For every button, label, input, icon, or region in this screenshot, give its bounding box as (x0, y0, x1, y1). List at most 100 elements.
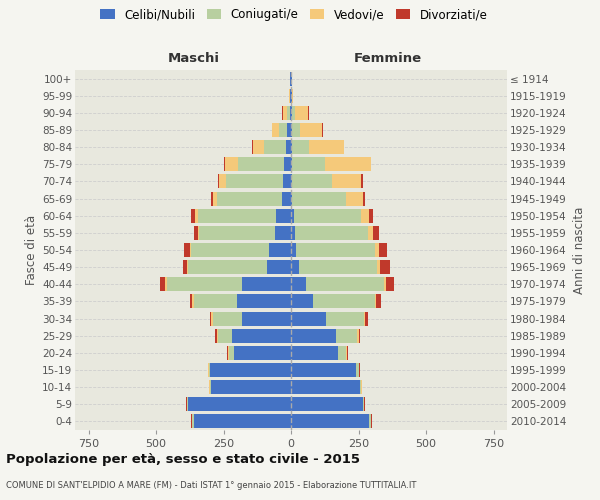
Bar (291, 346, 338, 360)
Bar (291, 328, 335, 342)
Bar (292, 192, 346, 205)
Bar (292, 174, 331, 188)
Bar (292, 158, 325, 172)
Bar (361, 208, 370, 222)
Bar (374, 243, 379, 257)
Bar (295, 226, 368, 240)
Bar (360, 380, 361, 394)
Bar (226, 174, 283, 188)
Legend: Celibi/Nubili, Coniugati/e, Vedovi/e, Divorziati/e: Celibi/Nubili, Coniugati/e, Vedovi/e, Di… (95, 4, 493, 26)
Bar (237, 294, 291, 308)
Bar (235, 346, 291, 360)
Bar (362, 192, 365, 205)
Bar (194, 414, 291, 428)
Bar (291, 158, 292, 172)
Bar (211, 312, 212, 326)
Bar (331, 174, 361, 188)
Bar (275, 226, 291, 240)
Bar (347, 346, 348, 360)
Bar (190, 243, 191, 257)
Bar (287, 106, 290, 120)
Bar (229, 346, 235, 360)
Bar (198, 226, 199, 240)
Text: Femmine: Femmine (354, 52, 422, 65)
Bar (218, 174, 220, 188)
Bar (287, 123, 291, 137)
Bar (379, 243, 387, 257)
Bar (272, 123, 279, 137)
Bar (306, 278, 384, 291)
Bar (217, 192, 281, 205)
Bar (325, 158, 371, 172)
Bar (166, 278, 167, 291)
Bar (291, 260, 299, 274)
Bar (292, 140, 308, 154)
Text: Popolazione per età, sesso e stato civile - 2015: Popolazione per età, sesso e stato civil… (6, 452, 360, 466)
Bar (242, 312, 291, 326)
Bar (223, 158, 225, 172)
Bar (210, 312, 211, 326)
Bar (308, 140, 344, 154)
Bar (210, 380, 211, 394)
Bar (290, 106, 291, 120)
Bar (227, 346, 228, 360)
Bar (377, 260, 380, 274)
Bar (291, 174, 292, 188)
Bar (291, 106, 292, 120)
Bar (188, 398, 291, 411)
Bar (291, 208, 294, 222)
Bar (228, 346, 229, 360)
Bar (198, 208, 276, 222)
Bar (276, 208, 291, 222)
Bar (291, 140, 292, 154)
Bar (283, 174, 291, 188)
Bar (291, 312, 326, 326)
Bar (283, 106, 287, 120)
Bar (266, 260, 291, 274)
Bar (291, 123, 292, 137)
Bar (264, 140, 286, 154)
Bar (291, 380, 360, 394)
Bar (279, 123, 287, 137)
Bar (294, 208, 361, 222)
Bar (218, 328, 232, 342)
Bar (291, 398, 362, 411)
Bar (376, 294, 382, 308)
Bar (187, 398, 188, 411)
Bar (346, 192, 362, 205)
Y-axis label: Fasce di età: Fasce di età (25, 215, 38, 285)
Bar (370, 208, 373, 222)
Bar (290, 88, 291, 102)
Bar (215, 328, 217, 342)
Bar (357, 328, 359, 342)
Bar (269, 243, 291, 257)
Bar (368, 226, 373, 240)
Bar (374, 294, 376, 308)
Bar (190, 294, 193, 308)
Bar (346, 346, 347, 360)
Bar (299, 260, 377, 274)
Bar (195, 208, 198, 222)
Bar (291, 243, 296, 257)
Bar (184, 243, 190, 257)
Bar (295, 106, 308, 120)
Bar (252, 140, 253, 154)
Bar (183, 260, 187, 274)
Bar (210, 363, 291, 377)
Bar (225, 158, 238, 172)
Bar (191, 208, 195, 222)
Bar (326, 312, 364, 326)
Bar (194, 226, 198, 240)
Bar (284, 158, 291, 172)
Bar (364, 312, 365, 326)
Bar (296, 243, 374, 257)
Bar (286, 140, 291, 154)
Bar (217, 328, 218, 342)
Text: COMUNE DI SANT'ELPIDIO A MARE (FM) - Dati ISTAT 1° gennaio 2015 - Elaborazione T: COMUNE DI SANT'ELPIDIO A MARE (FM) - Dat… (6, 481, 416, 490)
Bar (211, 380, 291, 394)
Bar (291, 226, 295, 240)
Bar (211, 192, 212, 205)
Bar (291, 192, 292, 205)
Bar (281, 192, 291, 205)
Bar (292, 123, 301, 137)
